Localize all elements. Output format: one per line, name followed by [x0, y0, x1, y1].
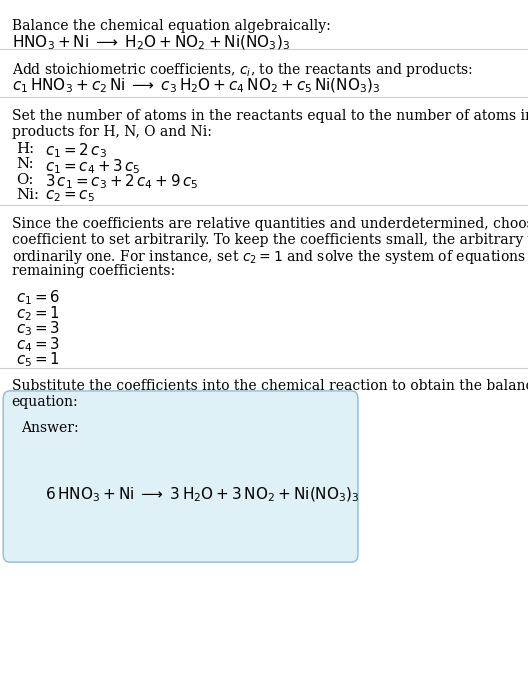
Text: Answer:: Answer: [21, 421, 79, 435]
Text: $c_1 = c_4 + 3\,c_5$: $c_1 = c_4 + 3\,c_5$ [45, 157, 140, 176]
Text: Balance the chemical equation algebraically:: Balance the chemical equation algebraica… [12, 19, 331, 33]
Text: $6\,\mathrm{HNO_3} + \mathrm{Ni} \;\longrightarrow\; 3\,\mathrm{H_2O} + 3\,\math: $6\,\mathrm{HNO_3} + \mathrm{Ni} \;\long… [45, 485, 360, 503]
Text: coefficient to set arbitrarily. To keep the coefficients small, the arbitrary va: coefficient to set arbitrarily. To keep … [12, 233, 528, 247]
Text: $c_5 = 1$: $c_5 = 1$ [16, 350, 60, 369]
Text: N:: N: [16, 157, 33, 171]
Text: $c_1 = 2\,c_3$: $c_1 = 2\,c_3$ [45, 142, 107, 160]
FancyBboxPatch shape [3, 391, 358, 562]
Text: Substitute the coefficients into the chemical reaction to obtain the balanced: Substitute the coefficients into the che… [12, 379, 528, 394]
Text: $c_2 = c_5$: $c_2 = c_5$ [45, 188, 95, 204]
Text: $\mathrm{HNO_3 + Ni} \;\longrightarrow\; \mathrm{H_2O + NO_2 + Ni(NO_3)_3}$: $\mathrm{HNO_3 + Ni} \;\longrightarrow\;… [12, 34, 290, 52]
Text: remaining coefficients:: remaining coefficients: [12, 264, 175, 278]
Text: $c_3 = 3$: $c_3 = 3$ [16, 319, 60, 338]
Text: $c_4 = 3$: $c_4 = 3$ [16, 335, 60, 354]
Text: products for H, N, O and Ni:: products for H, N, O and Ni: [12, 125, 212, 139]
Text: O:: O: [16, 173, 33, 187]
Text: Since the coefficients are relative quantities and underdetermined, choose a: Since the coefficients are relative quan… [12, 217, 528, 231]
Text: Ni:: Ni: [16, 188, 39, 202]
Text: $c_1\,\mathrm{HNO_3} + c_2\,\mathrm{Ni} \;\longrightarrow\; c_3\,\mathrm{H_2O} +: $c_1\,\mathrm{HNO_3} + c_2\,\mathrm{Ni} … [12, 77, 380, 95]
Text: $3\,c_1 = c_3 + 2\,c_4 + 9\,c_5$: $3\,c_1 = c_3 + 2\,c_4 + 9\,c_5$ [45, 173, 198, 191]
Text: H:: H: [16, 142, 34, 156]
Text: ordinarily one. For instance, set $c_2 = 1$ and solve the system of equations fo: ordinarily one. For instance, set $c_2 =… [12, 248, 528, 266]
Text: $c_2 = 1$: $c_2 = 1$ [16, 304, 60, 323]
Text: equation:: equation: [12, 395, 78, 409]
Text: $c_1 = 6$: $c_1 = 6$ [16, 288, 60, 307]
Text: Set the number of atoms in the reactants equal to the number of atoms in the: Set the number of atoms in the reactants… [12, 109, 528, 123]
Text: Add stoichiometric coefficients, $c_i$, to the reactants and products:: Add stoichiometric coefficients, $c_i$, … [12, 61, 473, 79]
